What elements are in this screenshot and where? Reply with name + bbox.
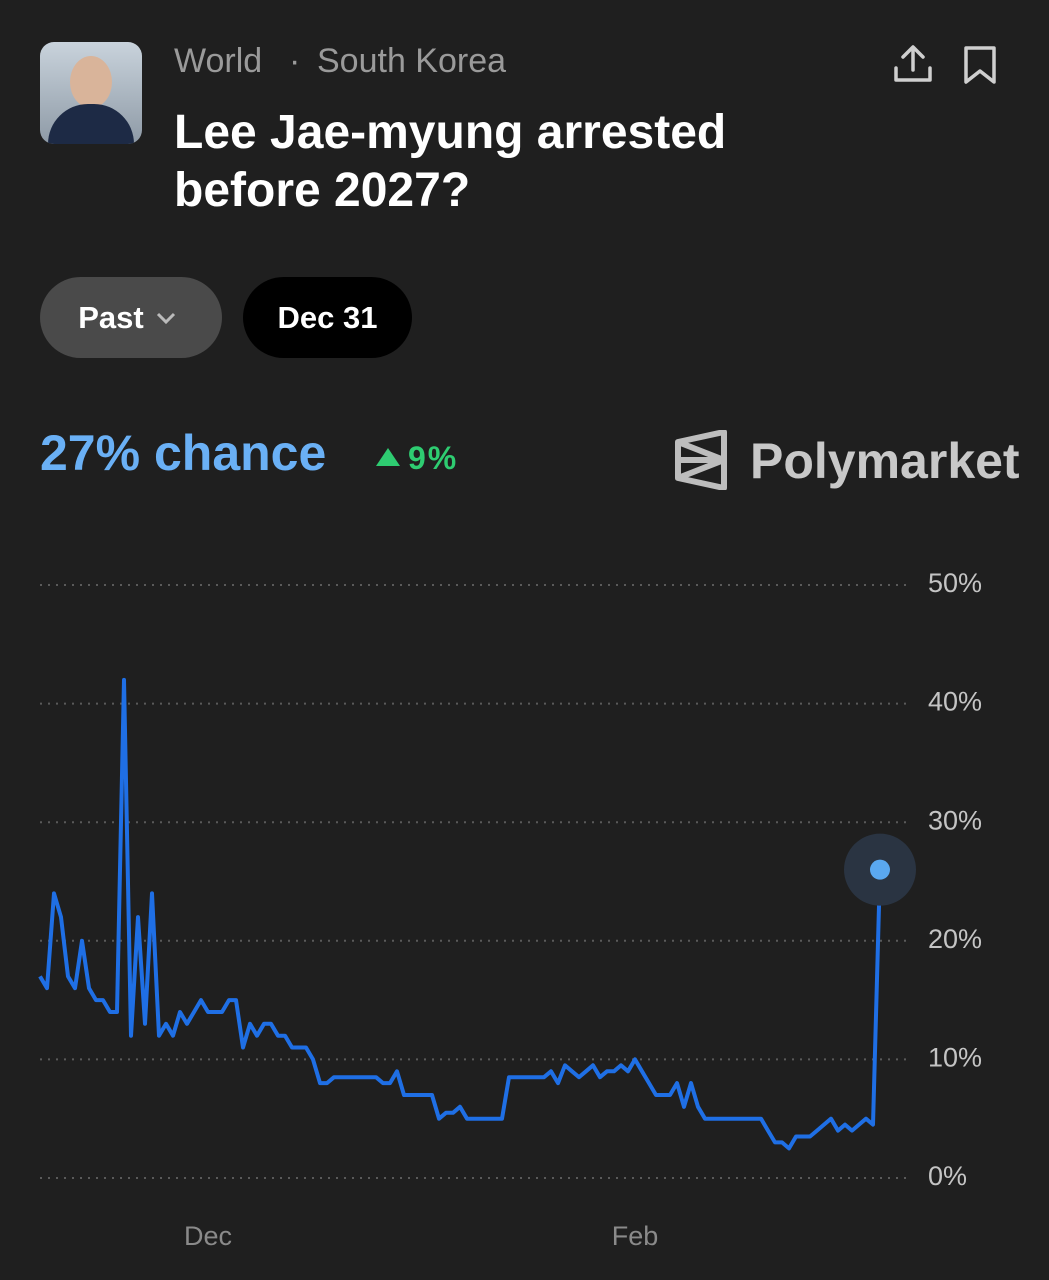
breadcrumb[interactable]: South Korea	[317, 42, 507, 80]
chance: 27% chance	[40, 425, 327, 481]
x-tick-label: Feb	[612, 1221, 659, 1251]
y-tick-label: 20%	[928, 924, 982, 954]
brand: Polymarket	[750, 433, 1020, 489]
market-title: Lee Jae-myung arrested before 2027?	[174, 106, 727, 217]
chart: 0% 10% 20% 30% 40% 50% Dec Feb	[38, 568, 982, 1251]
y-tick-label: 0%	[928, 1161, 967, 1191]
chevron	[156, 312, 175, 324]
date-pill[interactable]: Dec 31	[243, 277, 412, 358]
change: 9%	[408, 440, 459, 476]
breadcrumb[interactable]: World	[174, 42, 263, 80]
x-tick-label: Dec	[184, 1221, 232, 1251]
market-avatar	[40, 42, 142, 144]
y-tick-label: 50%	[928, 568, 982, 598]
last-point	[870, 859, 890, 880]
share-button[interactable]	[894, 45, 932, 82]
separator: ·	[289, 42, 301, 80]
y-tick-label: 30%	[928, 805, 982, 835]
range-dropdown[interactable]: Past	[40, 277, 222, 358]
bookmark-button[interactable]	[964, 46, 996, 84]
up-arrow	[376, 448, 400, 466]
brand-logo	[675, 430, 727, 490]
y-tick-label: 10%	[928, 1043, 982, 1073]
price-line	[38, 677, 882, 1151]
range-label: Past	[78, 299, 144, 335]
actions	[894, 45, 996, 84]
y-tick-label: 40%	[928, 687, 982, 717]
